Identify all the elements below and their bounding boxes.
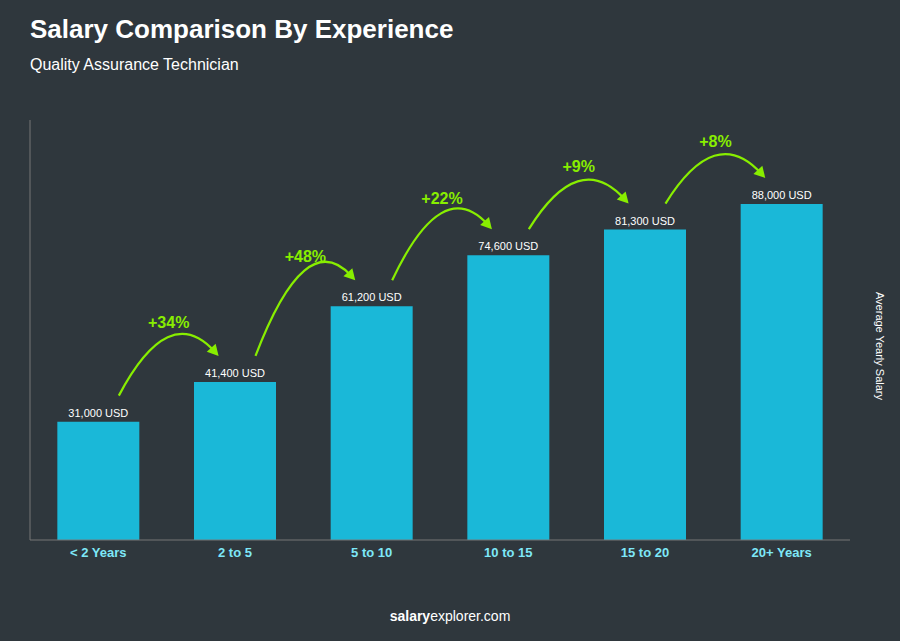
svg-text:2 to 5: 2 to 5 — [218, 545, 252, 560]
svg-text:15 to 20: 15 to 20 — [621, 545, 669, 560]
svg-text:+48%: +48% — [285, 248, 326, 265]
svg-text:31,000 USD: 31,000 USD — [68, 407, 128, 419]
svg-text:74,600 USD: 74,600 USD — [478, 240, 538, 252]
svg-text:88,000 USD: 88,000 USD — [752, 189, 812, 201]
svg-text:+22%: +22% — [421, 190, 462, 207]
html-text:salary explorer.com: salary explorer.com — [389, 608, 511, 624]
svg-text:81,300 USD: 81,300 USD — [615, 215, 675, 227]
svg-text:61,200 USD: 61,200 USD — [342, 291, 402, 303]
html-text:Average Yearly Salary: Average Yearly Salary — [874, 292, 886, 400]
svg-text:+9%: +9% — [562, 158, 594, 175]
svg-text:41,400 USD: 41,400 USD — [205, 367, 265, 379]
svg-text:+34%: +34% — [148, 314, 189, 331]
html-text:Salary Comparison By Experienc: Salary Comparison By Experience — [30, 14, 454, 44]
svg-text:< 2 Years: < 2 Years — [70, 545, 127, 560]
svg-text:20+ Years: 20+ Years — [752, 545, 812, 560]
svg-text:5 to 10: 5 to 10 — [351, 545, 392, 560]
html-text:Quality Assurance Technician: Quality Assurance Technician — [30, 56, 239, 73]
svg-text:+8%: +8% — [699, 133, 731, 150]
svg-text:10 to 15: 10 to 15 — [484, 545, 532, 560]
